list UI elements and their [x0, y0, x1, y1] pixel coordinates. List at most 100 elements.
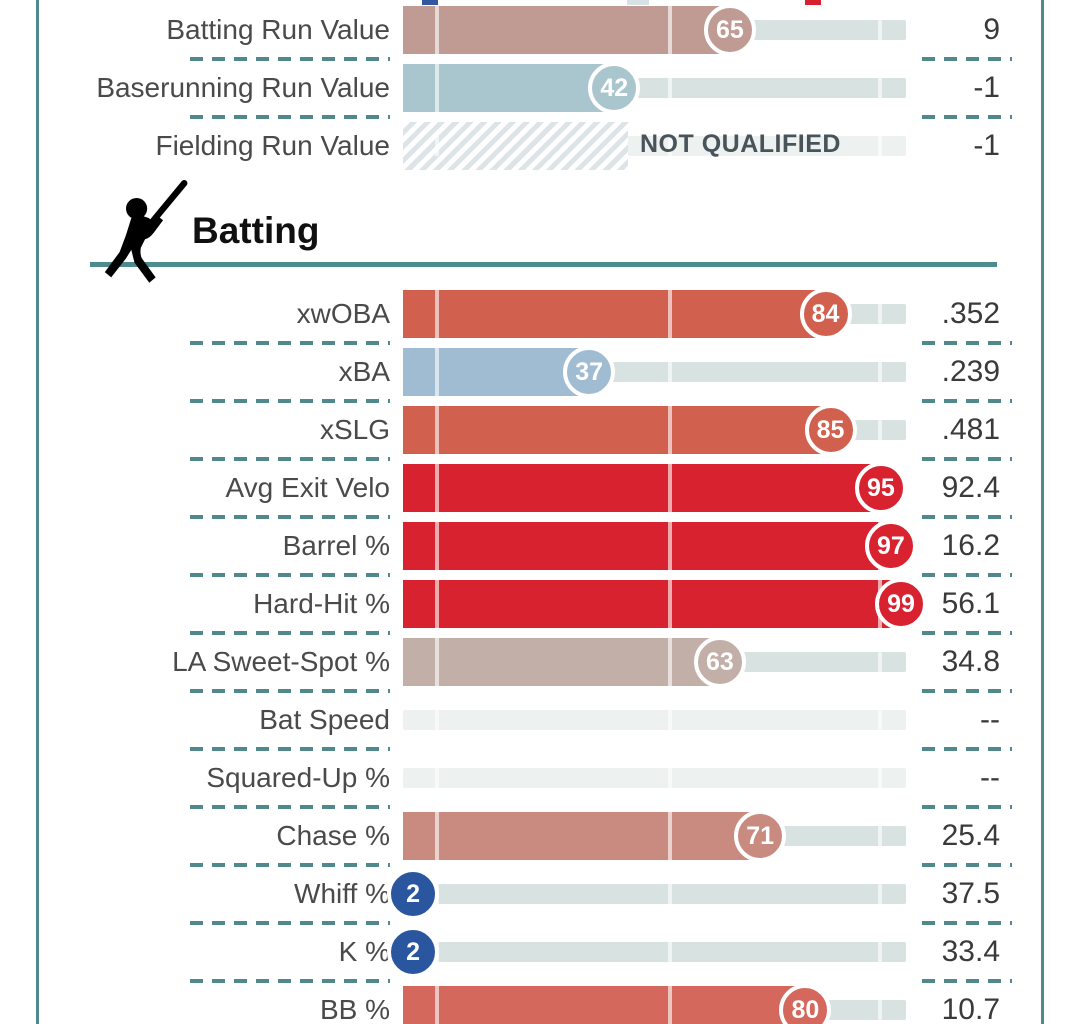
- stat-label: Squared-Up %: [206, 762, 390, 793]
- stat-value: 16.2: [941, 529, 1000, 562]
- quantile-tick: [435, 812, 439, 860]
- row-separator-right: [922, 631, 1012, 635]
- stat-label: Fielding Run Value: [155, 130, 390, 161]
- percentile-badge[interactable]: 99: [874, 578, 927, 630]
- quantile-tick: [878, 942, 882, 962]
- stat-value: 56.1: [941, 587, 1000, 620]
- percentile-badge[interactable]: 80: [779, 984, 832, 1024]
- percentile-bar[interactable]: [403, 406, 831, 454]
- quantile-tick: [878, 826, 882, 846]
- percentile-bar[interactable]: [403, 580, 901, 628]
- stat-value: 92.4: [941, 471, 1000, 504]
- percentile-badge[interactable]: 37: [563, 346, 616, 398]
- quantile-tick: [878, 136, 882, 156]
- quantile-tick: [878, 304, 882, 324]
- stat-value: 34.8: [941, 645, 1000, 678]
- percentile-bar[interactable]: [403, 290, 826, 338]
- percentile-track: [403, 768, 906, 788]
- row-separator-right: [922, 747, 1012, 751]
- row-separator-left: [190, 57, 390, 61]
- section-underline: [90, 262, 997, 267]
- quantile-tick: [435, 290, 439, 338]
- percentile-bar[interactable]: [403, 464, 881, 512]
- legend-chip-poor: [422, 0, 438, 5]
- section-title: Batting: [192, 210, 320, 251]
- row-separator-right: [922, 57, 1012, 61]
- percentile-badge[interactable]: 2: [387, 868, 440, 920]
- quantile-tick: [668, 942, 672, 962]
- stat-label: Avg Exit Velo: [225, 472, 390, 503]
- row-separator-left: [190, 689, 390, 693]
- stat-value: 37.5: [941, 877, 1000, 910]
- stat-label: Barrel %: [282, 530, 390, 561]
- row-separator-right: [922, 457, 1012, 461]
- quantile-tick: [435, 6, 439, 54]
- stat-value: .352: [941, 297, 1000, 330]
- row-separator-right: [922, 921, 1012, 925]
- row-separator-left: [190, 457, 390, 461]
- row-separator-right: [922, 115, 1012, 119]
- quantile-tick: [668, 78, 672, 98]
- percentile-badge[interactable]: 2: [387, 926, 440, 978]
- percentile-badge[interactable]: 42: [588, 62, 641, 114]
- stat-value: 10.7: [941, 993, 1000, 1024]
- quantile-tick: [435, 136, 439, 156]
- quantile-tick: [435, 580, 439, 628]
- quantile-tick: [435, 464, 439, 512]
- quantile-tick: [878, 78, 882, 98]
- stat-value: .481: [941, 413, 1000, 446]
- stat-label: xwOBA: [296, 298, 390, 329]
- percentile-bar[interactable]: [403, 812, 761, 860]
- quantile-tick: [668, 406, 672, 454]
- stat-value: -1: [973, 129, 1000, 162]
- percentile-track: [403, 710, 906, 730]
- card-right-border: [1041, 0, 1044, 1024]
- quantile-tick: [435, 710, 439, 730]
- quantile-tick: [878, 362, 882, 382]
- quantile-tick: [878, 768, 882, 788]
- percentile-bar[interactable]: [403, 638, 720, 686]
- stat-value: .239: [941, 355, 1000, 388]
- percentile-badge[interactable]: 84: [799, 288, 852, 340]
- card-left-border: [36, 0, 39, 1024]
- row-separator-left: [190, 805, 390, 809]
- percentile-badge[interactable]: 65: [703, 4, 756, 56]
- percentile-bar[interactable]: [403, 986, 806, 1024]
- percentile-badge[interactable]: 97: [864, 520, 917, 572]
- quantile-tick: [668, 6, 672, 54]
- stat-label: Chase %: [276, 820, 390, 851]
- percentile-track[interactable]: [403, 942, 906, 962]
- stat-value: 33.4: [941, 935, 1000, 968]
- percentile-bar[interactable]: [403, 348, 590, 396]
- percentile-bar[interactable]: [403, 522, 891, 570]
- quantile-tick: [878, 420, 882, 440]
- percentile-bar[interactable]: [403, 6, 730, 54]
- quantile-tick: [435, 406, 439, 454]
- quantile-tick: [878, 1000, 882, 1020]
- row-separator-right: [922, 863, 1012, 867]
- stat-label: Whiff %: [294, 878, 390, 909]
- quantile-tick: [668, 136, 672, 156]
- percentile-track[interactable]: [403, 884, 906, 904]
- percentile-badge[interactable]: 71: [734, 810, 787, 862]
- quantile-tick: [668, 464, 672, 512]
- row-separator-right: [922, 341, 1012, 345]
- quantile-tick: [668, 522, 672, 570]
- row-separator-right: [922, 979, 1012, 983]
- percentile-badge[interactable]: 85: [804, 404, 857, 456]
- row-separator-right: [922, 399, 1012, 403]
- stat-label: Batting Run Value: [166, 14, 390, 45]
- quantile-tick: [668, 290, 672, 338]
- row-separator-left: [190, 399, 390, 403]
- percentile-badge[interactable]: 63: [693, 636, 746, 688]
- row-separator-left: [190, 115, 390, 119]
- percentile-badge[interactable]: 95: [854, 462, 907, 514]
- stat-value: 25.4: [941, 819, 1000, 852]
- row-separator-left: [190, 631, 390, 635]
- stat-label: Hard-Hit %: [253, 588, 390, 619]
- row-separator-left: [190, 979, 390, 983]
- stat-value: --: [980, 703, 1000, 736]
- quantile-tick: [435, 638, 439, 686]
- legend-chip-average: [627, 0, 649, 5]
